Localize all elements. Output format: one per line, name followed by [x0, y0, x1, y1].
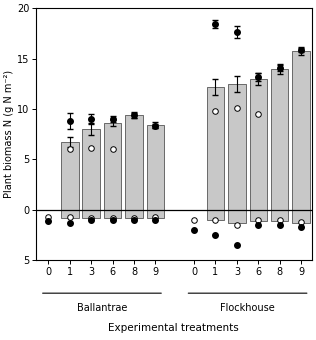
Bar — [61, 142, 79, 210]
Bar — [82, 129, 100, 210]
Bar — [207, 210, 224, 220]
Text: Ballantrae: Ballantrae — [77, 303, 127, 313]
Bar — [207, 87, 224, 210]
Bar — [125, 210, 143, 218]
Bar — [250, 79, 267, 210]
Bar — [228, 210, 246, 223]
Bar — [250, 210, 267, 221]
Text: Flockhouse: Flockhouse — [220, 303, 275, 313]
Bar — [292, 51, 310, 210]
Bar — [271, 210, 289, 221]
Bar — [147, 210, 164, 218]
Y-axis label: Plant biomass N (g N m⁻²): Plant biomass N (g N m⁻²) — [4, 70, 14, 198]
Bar — [61, 210, 79, 218]
Bar — [125, 115, 143, 210]
Text: Experimental treatments: Experimental treatments — [108, 323, 239, 334]
Bar — [271, 69, 289, 210]
Bar — [104, 210, 121, 218]
Bar — [82, 210, 100, 218]
Bar — [292, 210, 310, 223]
Bar — [228, 84, 246, 210]
Bar — [104, 123, 121, 210]
Bar — [147, 125, 164, 210]
